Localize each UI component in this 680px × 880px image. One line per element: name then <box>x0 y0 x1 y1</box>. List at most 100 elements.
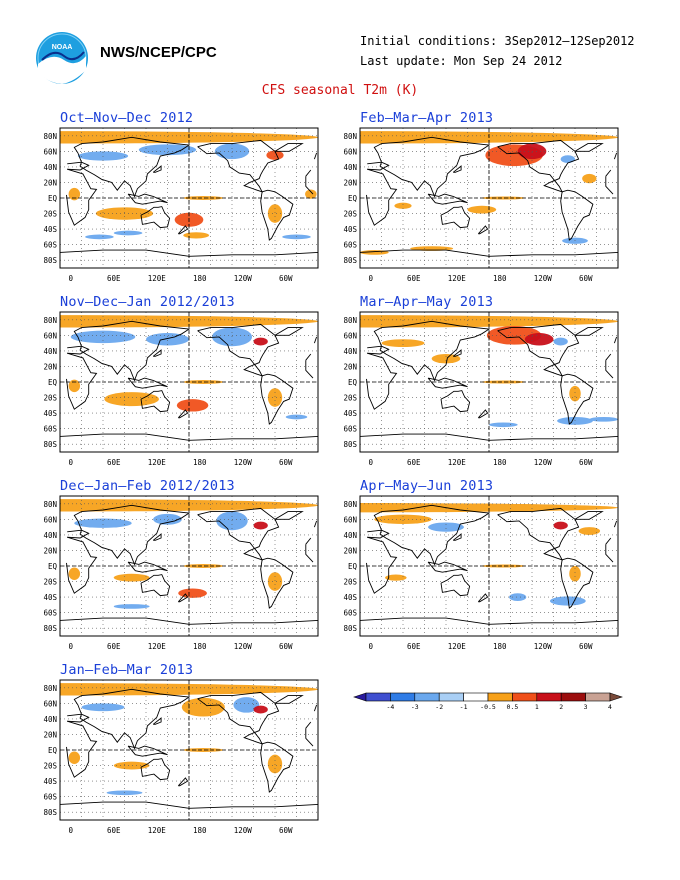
anomaly-patch <box>181 697 225 717</box>
lat-label: 20S <box>43 210 57 219</box>
lat-label: 20S <box>343 210 357 219</box>
anomaly-patch <box>183 380 224 384</box>
map-frame <box>359 127 619 269</box>
anomaly-patch <box>183 748 224 752</box>
map-panel-ndj: 80N 60N 40N 20N EQ 20S 40S 60S 80S 0 60E 120E 180 120… <box>43 311 319 467</box>
coastline <box>360 433 618 441</box>
coastline <box>274 143 304 152</box>
legend-arrow-right <box>609 692 623 702</box>
lat-label: 60N <box>343 147 357 156</box>
lon-label: 120E <box>448 642 467 651</box>
anomaly-patch <box>467 205 497 214</box>
lat-label: 80S <box>43 624 57 633</box>
lon-label: 120E <box>148 274 167 283</box>
legend-swatch <box>487 692 513 702</box>
lat-label: 40N <box>343 163 357 172</box>
lat-label: 20S <box>43 578 57 587</box>
lon-label: 60W <box>579 274 593 283</box>
map-frame <box>59 495 319 637</box>
map-panel-amj: 80N 60N 40N 20N EQ 20S 40S 60S 80S 0 60E 120E 180 120… <box>343 495 619 651</box>
coastline <box>60 617 318 625</box>
coastline <box>427 193 468 205</box>
coastline <box>127 561 168 573</box>
lat-label: 40S <box>343 593 357 602</box>
coastline <box>66 352 314 410</box>
anomaly-patch <box>553 337 568 346</box>
lat-label: 60S <box>43 609 57 618</box>
coastline <box>560 189 594 241</box>
coastlines <box>60 504 318 625</box>
panel-title-jfm: Jan–Feb–Mar 2013 <box>60 662 194 678</box>
coastline <box>140 390 171 413</box>
lat-label: 80N <box>43 500 57 509</box>
lat-label: 20N <box>43 178 57 187</box>
lat-label: 80S <box>43 808 57 817</box>
lon-label: 60W <box>279 458 293 467</box>
lat-label: 40S <box>43 593 57 602</box>
last-update: Last update: Mon Sep 24 2012 <box>360 54 563 68</box>
lon-label: 60E <box>107 274 121 283</box>
coastline <box>477 225 489 235</box>
lon-label: 60W <box>579 642 593 651</box>
coastline <box>73 688 191 750</box>
legend-tick-label: 2 <box>559 703 563 711</box>
lon-label: 60W <box>279 642 293 651</box>
legend-tick-label: -0.5 <box>480 703 496 711</box>
lat-label: EQ <box>48 378 58 387</box>
anomaly-patch <box>81 703 125 712</box>
panel-title-fma: Feb–Mar–Apr 2013 <box>360 110 494 126</box>
coastline <box>127 745 168 757</box>
coastline <box>177 593 189 603</box>
coastline <box>373 320 491 382</box>
coastline <box>366 536 614 594</box>
legend-swatch <box>414 692 440 702</box>
lat-label: 20N <box>43 546 57 555</box>
anomaly-patch <box>178 588 207 598</box>
coastline <box>574 143 604 152</box>
coastline <box>360 249 618 257</box>
panel-title-ond: Oct–Nov–Dec 2012 <box>60 110 194 126</box>
anomaly-patch <box>381 339 425 347</box>
legend-swatch <box>560 692 586 702</box>
product-title: CFS seasonal T2m (K) <box>261 83 419 98</box>
coastline <box>152 533 162 541</box>
coastline <box>274 327 304 336</box>
coastline <box>197 507 280 561</box>
coastline <box>452 533 462 541</box>
lat-label: 80S <box>343 624 357 633</box>
lat-label: 40S <box>343 409 357 418</box>
lat-label: EQ <box>48 194 58 203</box>
anomaly-patch <box>489 422 518 428</box>
noaa-logo-graphic: NOAA <box>36 32 88 84</box>
lon-label: 180 <box>493 274 507 283</box>
coastline <box>66 720 314 778</box>
coastline <box>260 373 294 425</box>
lat-label: 20S <box>43 394 57 403</box>
color-legend: -4 -3 -2 -1 -0.5 0.5 1 2 3 4 <box>353 692 623 711</box>
lat-label: 40S <box>43 777 57 786</box>
anomaly-patch <box>428 522 464 532</box>
anomaly-patch <box>113 230 143 236</box>
lon-label: 120E <box>448 274 467 283</box>
legend-tick-label: -2 <box>435 703 443 711</box>
lat-label: 80S <box>343 256 357 265</box>
anomaly-patch <box>68 379 81 393</box>
coastline <box>477 409 489 419</box>
anomaly-patch <box>266 150 284 160</box>
coastline <box>60 249 318 257</box>
legend-tick-label: 4 <box>608 703 612 711</box>
lat-label: 20S <box>343 578 357 587</box>
lon-label: 120E <box>148 642 167 651</box>
lon-label: 0 <box>368 642 373 651</box>
panel-title-amj: Apr–May–Jun 2013 <box>360 478 494 494</box>
coastline <box>440 574 471 597</box>
lon-label: 0 <box>368 274 373 283</box>
coastline <box>427 377 468 389</box>
anomaly-patch <box>68 187 81 201</box>
coastlines <box>360 320 618 441</box>
coastline <box>260 189 294 241</box>
anomaly-patch <box>549 596 586 606</box>
anomaly-patch <box>569 566 581 582</box>
lon-label: 0 <box>68 274 73 283</box>
anomaly-patch <box>509 593 527 601</box>
